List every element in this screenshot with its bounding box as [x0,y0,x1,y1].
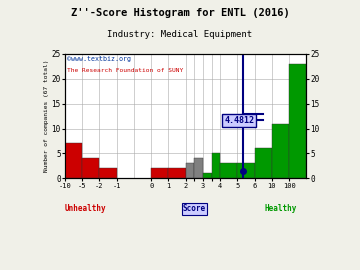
Bar [186,163,194,178]
Bar [237,163,255,178]
Text: The Research Foundation of SUNY: The Research Foundation of SUNY [67,68,183,73]
Bar [203,173,212,178]
Bar [220,163,237,178]
Bar [289,64,306,178]
Bar [99,168,117,178]
Text: ©www.textbiz.org: ©www.textbiz.org [67,56,131,62]
Bar [168,168,186,178]
Text: Z''-Score Histogram for ENTL (2016): Z''-Score Histogram for ENTL (2016) [71,8,289,18]
Bar [272,123,289,178]
Bar [194,158,203,178]
Text: 4.4812: 4.4812 [224,116,254,125]
Bar [255,148,272,178]
Bar [65,143,82,178]
Y-axis label: Number of companies (67 total): Number of companies (67 total) [44,60,49,172]
Text: Industry: Medical Equipment: Industry: Medical Equipment [107,30,253,39]
Bar [151,168,168,178]
Text: Score: Score [183,204,206,213]
Bar [82,158,99,178]
Text: Unhealthy: Unhealthy [65,204,107,213]
Text: Healthy: Healthy [264,204,297,213]
Bar [212,153,220,178]
